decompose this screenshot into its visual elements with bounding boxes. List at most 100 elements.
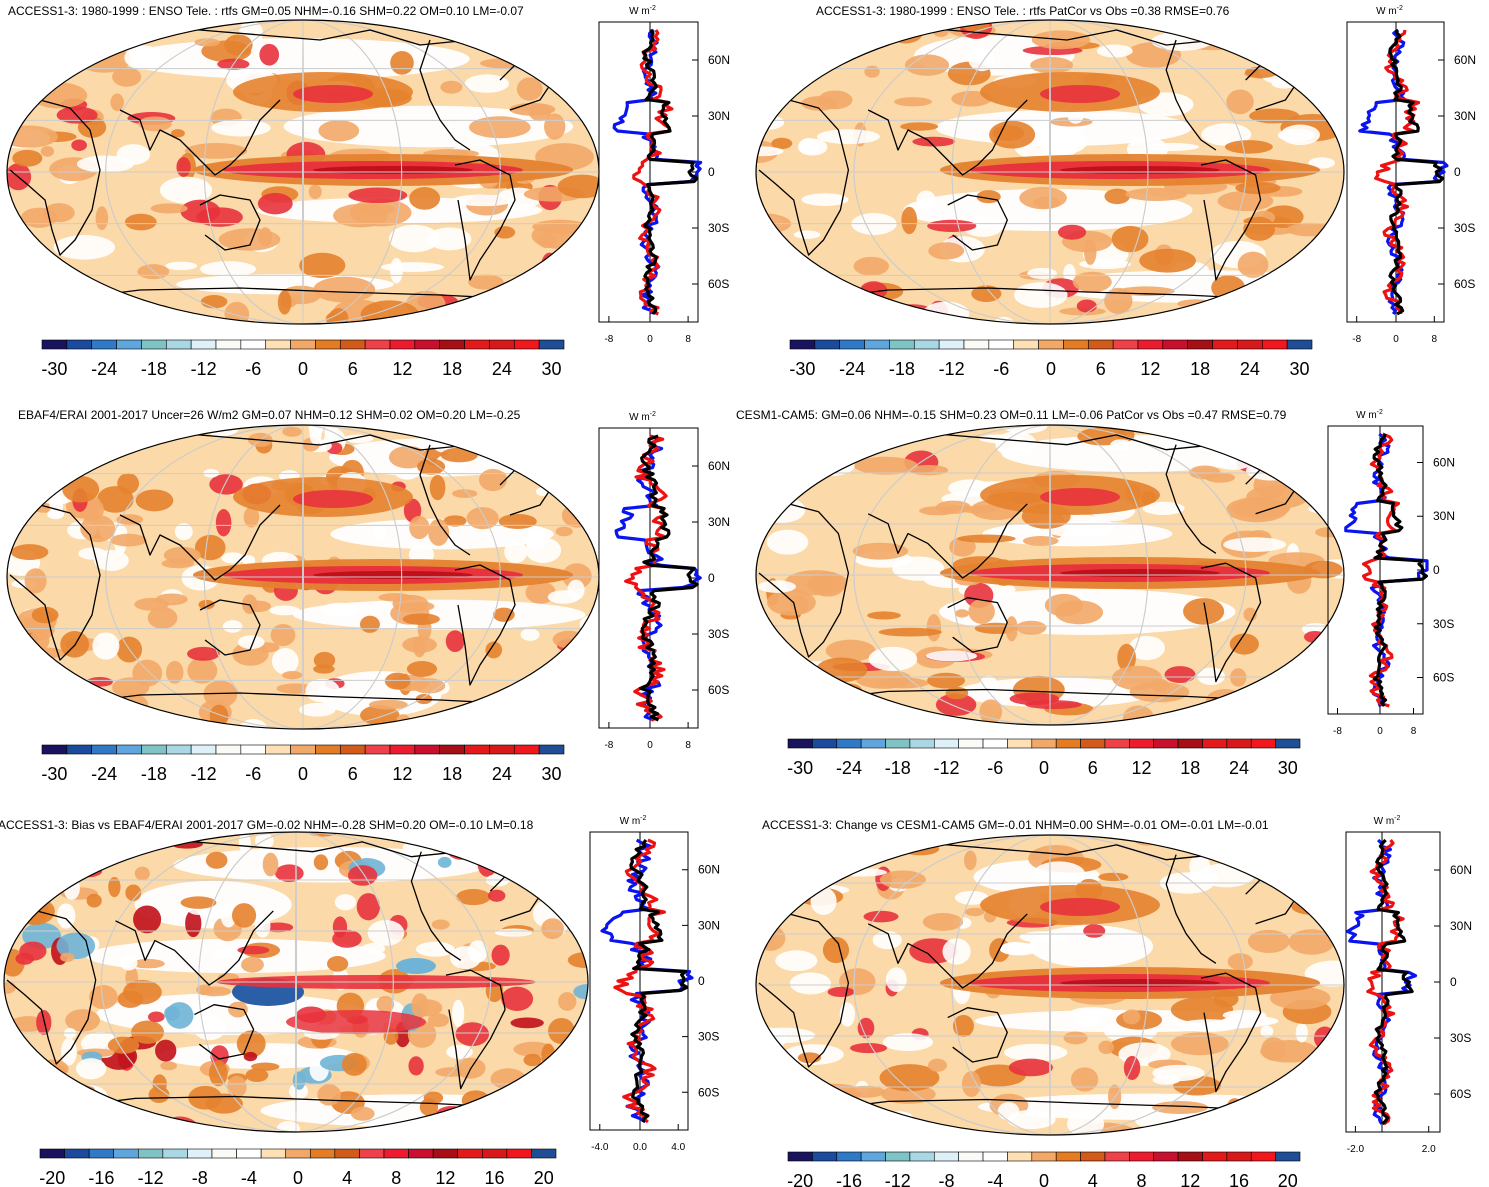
colorbar-swatch [812,738,838,749]
colorbar-swatch [315,744,341,755]
colorbar-tick-label: 4 [342,1168,352,1187]
zonal-mean-profile: W m-2 60N 30N 0 30S 60S -2.0 2.0 [1345,815,1472,1155]
colorbar-swatch [88,1148,115,1159]
lat-label: 0 [1433,563,1440,577]
profile-unit: W m-2 [620,815,647,827]
profile-unit: W m-2 [1374,815,1401,827]
colorbar-swatch [240,339,267,350]
colorbar-tick-label: -20 [787,1171,813,1187]
colorbar-swatch [963,339,990,350]
colorbar-swatch [814,339,841,350]
lat-label: 60S [698,1085,719,1099]
colorbar-tick-label: 20 [534,1168,554,1187]
colorbar-swatch [1153,738,1179,749]
colorbar-swatch [1031,738,1057,749]
colorbar-swatch [1137,339,1164,350]
colorbar-tick-label: 6 [1088,758,1098,778]
diff-curve [1388,29,1445,316]
lat-label: 30S [1433,617,1454,631]
colorbar-swatch [1275,1151,1301,1162]
colorbar-swatch [187,1148,213,1159]
colorbar-swatch [1087,339,1114,350]
colorbar-swatch [489,744,515,755]
colorbar-swatch [789,339,816,350]
colorbar-tick-label: -12 [933,758,959,778]
colorbar-tick-label: -24 [91,359,117,379]
colorbar-swatch [982,1151,1008,1162]
colorbar-swatch [162,1148,188,1159]
colorbar-swatch [1080,738,1106,749]
colorbar-swatch [885,1151,911,1162]
colorbar-swatch [481,1148,508,1159]
lat-label: 60N [1454,53,1476,67]
profile-xtick: 8 [685,740,691,751]
colorbar-swatch [1187,339,1213,350]
map-border [755,424,1345,726]
map-border [3,831,589,1133]
world-map [6,19,600,325]
colorbar-swatch [1226,738,1252,749]
colorbar-swatch [1162,339,1189,350]
colorbar-tick-label: 0 [293,1168,303,1187]
colorbar-swatch [91,744,117,755]
colorbar-swatch [265,339,291,350]
colorbar-swatch [91,339,117,350]
colorbar-swatch [1177,1151,1203,1162]
colorbar-swatch [190,744,217,755]
colorbar-swatch [787,1151,813,1162]
colorbar-tick-label: 24 [492,764,512,784]
panel-title: ACCESS1-3: Change vs CESM1-CAM5 GM=-0.01… [762,818,1269,832]
model-curve [1344,432,1429,708]
lat-label: 60S [708,277,729,291]
colorbar-swatch [1250,1151,1276,1162]
colorbar-tick-label: -8 [192,1168,208,1187]
colorbar-swatch [1237,339,1263,350]
colorbar-swatch [836,738,862,749]
profile-xtick: 0.0 [633,1142,647,1153]
profile-xtick: 8 [1432,334,1438,345]
colorbar: -20 -16 -12 -8 -4 0 4 8 12 16 20 [787,1151,1301,1187]
colorbar-tick-label: -6 [245,764,261,784]
profile-xtick: -8 [1333,726,1342,737]
colorbar-tick-label: 4 [1088,1171,1098,1187]
colorbar-swatch [141,744,167,755]
obs-curve [624,434,668,722]
zonal-mean-profile: W m-2 60N 30N 0 30S 60S -8 0 8 [1327,409,1455,737]
map-border [755,834,1345,1136]
colorbar-swatch [41,744,68,755]
lat-label: 60N [698,863,720,877]
colorbar-swatch [1007,738,1033,749]
panel-2: ACCESS1-3: 1980-1999 : ENSO Tele. : rtfs… [748,0,1489,380]
colorbar-swatch [334,1148,360,1159]
colorbar-tick-label: -18 [889,359,915,379]
colorbar-tick-label: 30 [542,359,562,379]
colorbar-tick-label: 18 [442,359,462,379]
panel-5: ACCESS1-3: Bias vs EBAF4/ERAI 2001-2017 … [0,810,740,1187]
colorbar-tick-label: -6 [245,359,261,379]
colorbar-swatch [439,339,465,350]
colorbar-tick-label: -24 [839,359,865,379]
colorbar-tick-label: -4 [987,1171,1003,1187]
colorbar-tick-label: -16 [88,1168,114,1187]
obs-curve [632,29,674,316]
diff-curve [1372,433,1428,707]
colorbar-tick-label: 24 [1229,758,1249,778]
colorbar-tick-label: -12 [939,359,965,379]
lat-label: 0 [708,165,715,179]
colorbar-swatch [1177,738,1203,749]
world-map [755,19,1345,325]
lat-label: 0 [1454,165,1461,179]
colorbar-swatch [165,744,192,755]
colorbar-swatch [909,738,935,749]
panel-title: ACCESS1-3: Bias vs EBAF4/ERAI 2001-2017 … [0,818,534,832]
colorbar-tick-label: -18 [141,359,167,379]
colorbar-tick-label: 6 [348,764,358,784]
panel-title: ACCESS1-3: 1980-1999 : ENSO Tele. : rtfs… [8,4,524,18]
colorbar-tick-label: 0 [1046,359,1056,379]
profile-xtick: 8 [1411,726,1417,737]
colorbar-swatch [339,339,366,350]
colorbar-swatch [364,744,391,755]
diff-curve [1373,838,1414,1126]
lat-label: 30N [1454,109,1476,123]
colorbar-swatch [1202,738,1228,749]
